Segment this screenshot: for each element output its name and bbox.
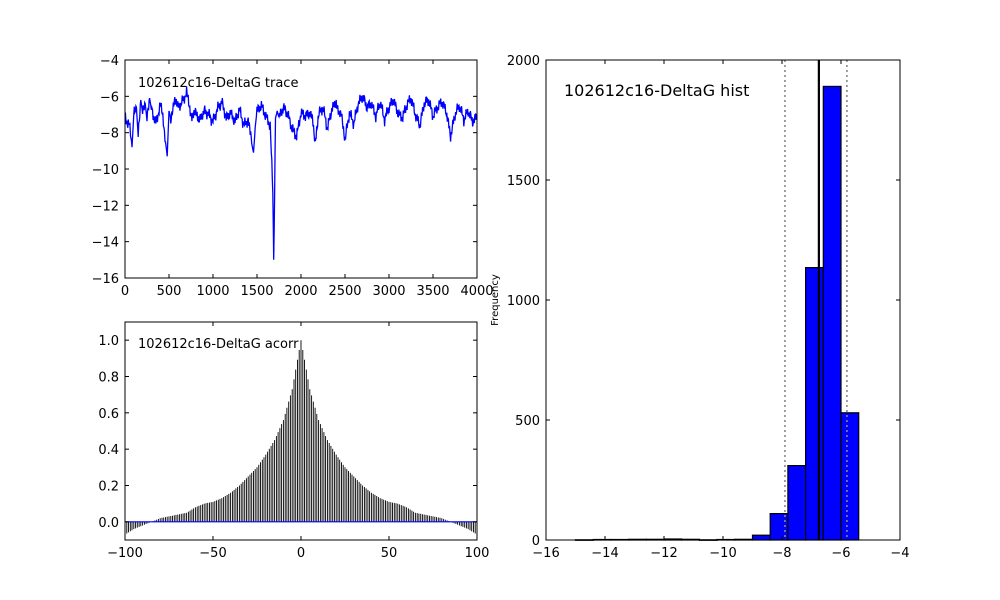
- hist-bar: [751, 534, 771, 541]
- trace-title: 102612c16-DeltaG trace: [138, 76, 298, 91]
- hist-xtick-label-2: −12: [650, 546, 677, 561]
- trace-xtick-label-6: 3000: [372, 284, 405, 299]
- hist-xtick-label-3: −10: [709, 546, 736, 561]
- trace-ytick-label-3: −10: [92, 163, 119, 178]
- hist-xtick-label-4: −8: [772, 546, 791, 561]
- acorr-ytick-label-3: 0.6: [98, 407, 119, 422]
- trace-xtick-label-1: 500: [157, 284, 182, 299]
- trace-ytick-label-0: −16: [92, 272, 119, 287]
- trace-xtick-label-4: 2000: [284, 284, 317, 299]
- trace-xtick-label-3: 1500: [240, 284, 273, 299]
- hist-xtick-label-1: −14: [591, 546, 618, 561]
- hist-ytick-label-1: 500: [515, 414, 540, 429]
- trace-ytick-label-2: −12: [92, 199, 119, 214]
- hist-title: 102612c16-DeltaG hist: [564, 81, 749, 100]
- trace-ytick-label-6: −4: [100, 54, 119, 69]
- acorr-ytick-label-1: 0.2: [98, 480, 119, 495]
- acorr-bars: [124, 340, 478, 535]
- trace-ytick-label-4: −8: [100, 127, 119, 142]
- acorr-xtick-label-1: −50: [199, 546, 226, 561]
- hist-bar: [840, 412, 860, 541]
- trace-series-line: [124, 86, 478, 260]
- acorr-xtick-label-3: 50: [381, 546, 398, 561]
- acorr-xtick-label-2: 0: [297, 546, 305, 561]
- acorr-ytick-label-5: 1.0: [98, 334, 119, 349]
- trace-xtick-label-0: 0: [121, 284, 129, 299]
- trace-frame: [124, 59, 478, 279]
- trace-xtick-label-5: 2500: [328, 284, 361, 299]
- hist-bar: [787, 465, 807, 541]
- hist-ytick-label-0: 0: [532, 534, 540, 549]
- hist-xtick-label-6: −4: [890, 546, 909, 561]
- acorr-ytick-label-4: 0.8: [98, 371, 119, 386]
- trace-ytick-label-5: −6: [100, 90, 119, 105]
- hist-bar: [822, 85, 842, 541]
- acorr-xtick-label-4: 100: [465, 546, 490, 561]
- trace-xtick-label-8: 4000: [460, 284, 493, 299]
- hist-ytick-label-3: 1500: [507, 174, 540, 189]
- trace-xtick-label-2: 1000: [196, 284, 229, 299]
- hist-ylabel: Frequency: [490, 274, 501, 326]
- hist-xtick-label-5: −6: [831, 546, 850, 561]
- acorr-ytick-label-0: 0.0: [98, 516, 119, 531]
- acorr-xtick-label-0: −100: [107, 546, 143, 561]
- hist-bars: [574, 85, 860, 541]
- acorr-ytick-label-2: 0.4: [98, 443, 119, 458]
- hist-ytick-label-4: 2000: [507, 54, 540, 69]
- acorr-title: 102612c16-DeltaG acorr: [138, 337, 299, 352]
- hist-xtick-label-0: −16: [532, 546, 559, 561]
- trace-xtick-label-7: 3500: [416, 284, 449, 299]
- trace-ytick-label-1: −14: [92, 236, 119, 251]
- hist-bar: [804, 267, 824, 541]
- hist-ytick-label-2: 1000: [507, 294, 540, 309]
